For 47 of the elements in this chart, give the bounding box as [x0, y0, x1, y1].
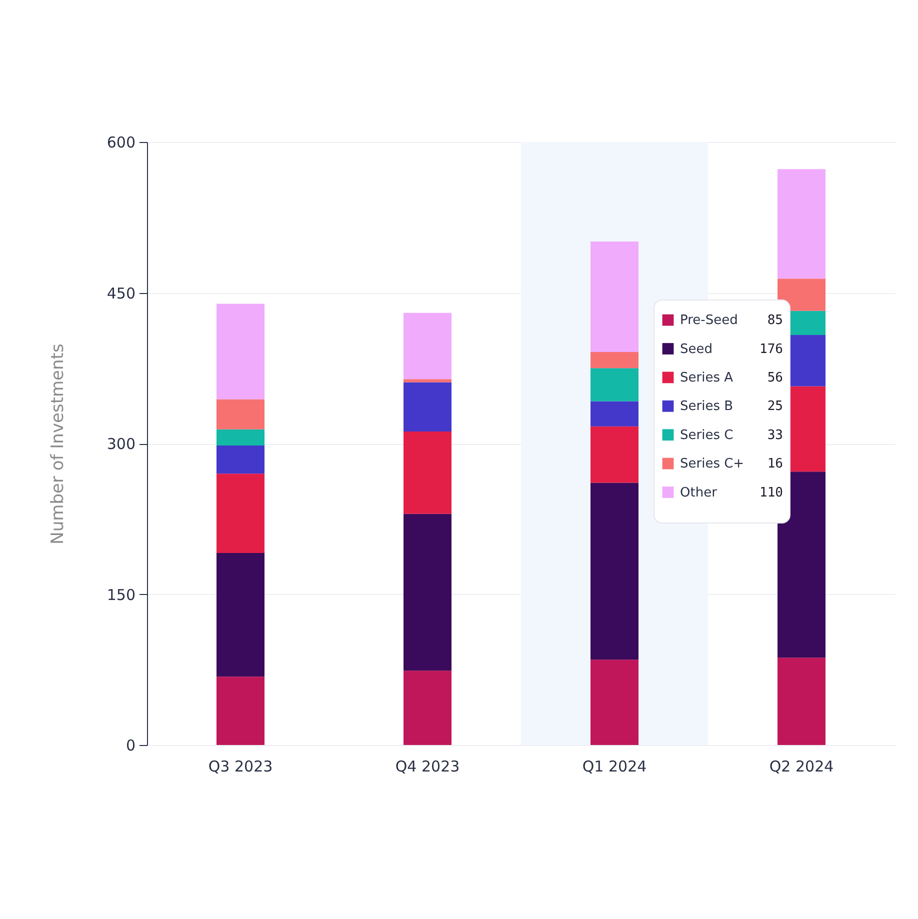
legend-label: Other: [680, 485, 718, 500]
bar: [216, 429, 264, 446]
bar: [216, 446, 264, 474]
bar: [216, 304, 264, 400]
annotation: 33: [767, 428, 783, 443]
annotation: 176: [760, 342, 783, 357]
legend-label: Pre-Seed: [680, 313, 738, 328]
bar: [590, 426, 638, 483]
legend-label: Series C+: [680, 456, 744, 472]
x-tick-label: Q4 2023: [395, 758, 460, 776]
y-tick-label: 0: [126, 736, 136, 754]
bar: [590, 352, 638, 368]
bar: [404, 670, 452, 745]
bar: [590, 241, 638, 352]
annotation: 56: [767, 370, 783, 386]
bar: [404, 379, 452, 382]
x-tick-label: Q3 2023: [208, 758, 273, 776]
bar: [590, 368, 638, 402]
annotation: 25: [767, 399, 783, 414]
annotation: 85: [767, 313, 783, 328]
bar: [590, 401, 638, 426]
bar: [404, 382, 452, 432]
y-tick-label: 300: [106, 435, 136, 453]
legend-label: Series C: [680, 428, 734, 443]
bar: [778, 658, 826, 745]
y-axis-title: Number of Investments: [48, 344, 68, 544]
x-tick-label: Q1 2024: [582, 758, 647, 776]
bar: [590, 482, 638, 660]
bar: [404, 514, 452, 671]
y-tick-label: 600: [106, 134, 136, 152]
x-tick-label: Q2 2024: [769, 758, 834, 776]
y-tick-label: 450: [106, 284, 136, 302]
legend-label: Series A: [680, 370, 734, 386]
bar: [216, 553, 264, 677]
bar: [590, 660, 638, 745]
annotation: 110: [760, 485, 783, 500]
bar: [404, 431, 452, 514]
y-tick-label: 150: [106, 586, 136, 604]
legend-label: Seed: [680, 342, 712, 357]
bar: [778, 169, 826, 279]
bar: [216, 399, 264, 430]
bar: [778, 278, 826, 311]
annotation: 16: [767, 456, 783, 472]
bar: [216, 676, 264, 745]
legend-label: Series B: [680, 399, 734, 414]
bar: [216, 474, 264, 554]
bar: [404, 312, 452, 380]
